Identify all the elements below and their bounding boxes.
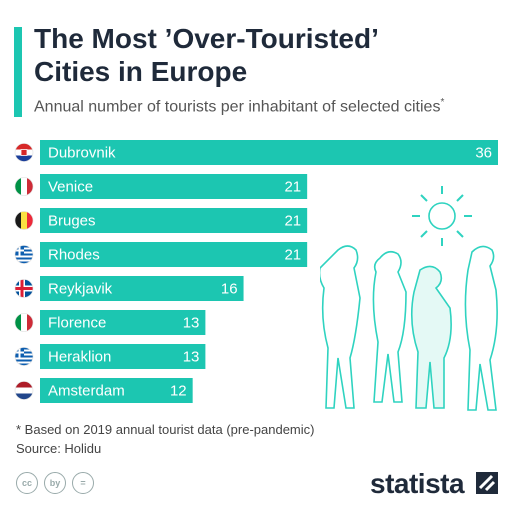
flag-icon-iceland [14, 279, 34, 298]
title-line-2: Cities in Europe [34, 56, 248, 87]
value-label-heraklion: 13 [183, 349, 200, 366]
bar-label-dubrovnik: Dubrovnik [48, 145, 116, 162]
statista-logo-mark-icon [476, 472, 498, 494]
attribution-icon[interactable]: by [44, 472, 66, 494]
cc-icon[interactable]: cc [16, 472, 38, 494]
value-label-dubrovnik: 36 [475, 145, 492, 162]
bar-label-amsterdam: Amsterdam [48, 383, 125, 400]
bar-row-amsterdam: Amsterdam 12 [14, 378, 193, 403]
bar-amsterdam [40, 378, 193, 403]
bar-chart: Dubrovnik 36 Venice 21 Bruges 21 Rhodes 21 Reykj… [14, 140, 498, 403]
subtitle-text: Annual number of tourists per inhabitant… [34, 98, 441, 116]
bar-heraklion [40, 344, 206, 369]
statista-logo[interactable]: statista [370, 468, 465, 499]
bar-row-heraklion: Heraklion 13 [14, 344, 206, 369]
footnote: * Based on 2019 annual tourist data (pre… [16, 422, 315, 437]
value-label-bruges: 21 [284, 213, 301, 230]
value-label-amsterdam: 12 [170, 383, 187, 400]
bar-label-reykjavik: Reykjavik [48, 281, 113, 298]
bar-row-dubrovnik: Dubrovnik 36 [14, 140, 498, 165]
bar-label-florence: Florence [48, 315, 106, 332]
bar-reykjavik [40, 276, 244, 301]
flag-icon-belgium [14, 211, 34, 230]
flag-icon-croatia [14, 143, 34, 162]
subtitle-footnote-mark: * [440, 97, 445, 108]
bar-florence [40, 310, 206, 335]
bar-bruges [40, 208, 308, 233]
bar-label-rhodes: Rhodes [48, 247, 100, 264]
bar-rhodes [40, 242, 308, 267]
flag-icon-netherlands [14, 381, 34, 400]
bar-row-reykjavik: Reykjavik 16 [14, 276, 244, 301]
bar-row-florence: Florence 13 [14, 310, 206, 335]
title-accent-bar [14, 27, 22, 117]
source-line: Source: Holidu [16, 441, 102, 456]
value-label-venice: 21 [284, 179, 301, 196]
value-label-reykjavik: 16 [221, 281, 238, 298]
bar-label-heraklion: Heraklion [48, 349, 111, 366]
bar-row-rhodes: Rhodes 21 [14, 242, 308, 267]
bar-dubrovnik [40, 140, 498, 165]
value-label-rhodes: 21 [284, 247, 301, 264]
flag-icon-italy [14, 177, 34, 196]
license-icons: cc by = [16, 472, 94, 494]
flag-icon-greece [14, 245, 34, 264]
bar-row-venice: Venice 21 [14, 174, 308, 199]
bar-label-venice: Venice [48, 179, 93, 196]
no-derivatives-icon[interactable]: = [72, 472, 94, 494]
tourists-illustration [320, 186, 498, 411]
chart-subtitle: Annual number of tourists per inhabitant… [34, 97, 504, 116]
bar-label-bruges: Bruges [48, 213, 96, 230]
bar-venice [40, 174, 308, 199]
flag-icon-greece [14, 347, 34, 366]
value-label-florence: 13 [183, 315, 200, 332]
flag-icon-italy [14, 313, 34, 332]
title-line-1: The Most ’Over-Touristed’ [34, 23, 379, 54]
chart-title: The Most ’Over-Touristed’ Cities in Euro… [34, 22, 504, 88]
bar-row-bruges: Bruges 21 [14, 208, 308, 233]
